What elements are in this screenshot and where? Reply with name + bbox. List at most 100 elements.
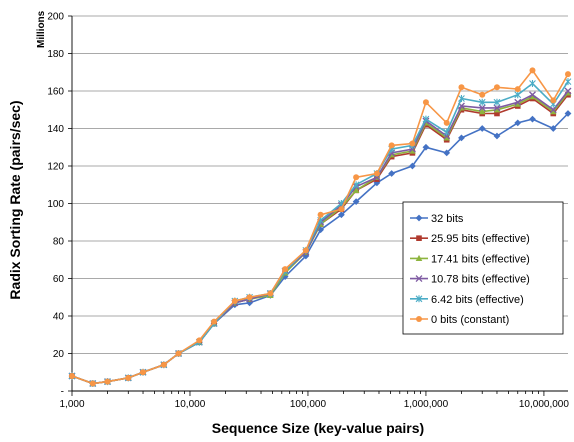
gridlines [72,15,568,354]
legend-entry: 10.78 bits (effective) [410,274,530,286]
data-point [443,149,451,157]
legend-label: 0 bits (constant) [431,314,509,326]
data-point [529,80,536,87]
data-point [493,106,501,113]
legend-label: 17.41 bits (effective) [431,253,530,265]
data-point [422,115,430,123]
data-point [458,95,465,102]
data-point [514,98,522,106]
data-point [422,99,429,106]
data-point [478,104,486,112]
data-point [494,110,500,117]
x-tick-label: 1,000,000 [404,399,449,410]
data-point [564,78,572,86]
data-point [409,147,416,154]
data-point [175,350,182,357]
data-point [514,119,522,127]
plot-area [68,67,572,387]
data-point [388,142,395,149]
data-point [493,132,501,140]
legend-swatch-marker [415,275,423,283]
y-axis-title: Radix Sorting Rate (pairs/sec) [7,100,23,299]
series-5 [69,67,571,387]
data-point [564,87,572,95]
data-point [478,125,486,132]
data-point [479,91,486,98]
y-tick-label: - [61,387,64,398]
legend-entry: 17.41 bits (effective) [410,253,530,265]
data-point [373,170,380,177]
data-point [267,290,274,297]
data-point [409,162,416,170]
legend-entry: 0 bits (constant) [410,314,509,326]
legend-label: 32 bits [431,213,464,225]
data-point [529,67,536,74]
y-tick-label: 60 [53,274,65,285]
x-tick-label: 1,000 [59,399,84,410]
y-axis-unit: Millions [36,10,47,48]
data-point [231,298,238,304]
data-point [422,143,430,151]
data-point [529,93,536,100]
x-axis-ticks: 1,000 10,000 100,000 1,000,000 10,000,000 [59,391,569,410]
legend-box [402,201,564,335]
data-point [281,273,289,281]
legend-entry: 32 bits [410,213,464,225]
data-point [317,211,324,218]
data-point [160,361,167,368]
data-point [282,266,289,273]
data-point [104,378,111,385]
data-point [388,170,396,177]
data-point [493,98,501,106]
data-point [458,134,465,142]
y-tick-label: 180 [47,49,64,60]
data-point [478,98,486,106]
data-point [564,110,572,117]
y-tick-label: 160 [47,87,64,98]
y-tick-label: 80 [53,237,65,248]
data-point [352,186,360,193]
data-point [196,337,203,344]
data-point [246,294,253,301]
data-point [337,211,345,219]
data-point [140,369,147,376]
legend-swatch-marker [415,254,423,261]
data-point [514,86,521,93]
data-point [353,174,360,181]
data-point [458,84,465,91]
data-point [549,106,557,114]
data-point [514,100,522,107]
y-tick-label: 40 [53,312,65,323]
data-point [493,84,500,91]
data-point [409,140,416,147]
legend-label: 25.95 bits (effective) [431,233,530,245]
legend-label: 6.42 bits (effective) [431,294,524,306]
legend-swatch-marker [415,295,423,303]
legend-entry: 6.42 bits (effective) [410,294,524,306]
data-point [352,198,360,206]
data-point [338,206,345,213]
data-point [302,247,309,254]
legend-swatch-marker [415,214,423,222]
data-point [443,119,450,126]
data-point [529,115,536,123]
data-point [514,91,522,99]
data-point [246,299,253,307]
data-point [211,318,218,325]
x-tick-label: 10,000,000 [519,399,569,410]
y-tick-label: 20 [53,349,65,360]
legend: 32 bits 25.95 bits (effective) 17.41 bits … [402,201,564,335]
y-tick-label: 100 [47,199,64,210]
data-point [549,125,557,132]
y-tick-label: 140 [47,124,64,135]
x-tick-label: 100,000 [290,399,327,410]
data-point [565,71,571,78]
x-axis-title: Sequence Size (key-value pairs) [212,420,424,436]
data-point [478,108,486,115]
data-point [443,134,451,141]
data-point [443,128,451,136]
y-axis-ticks: - 20 40 60 80 100 120 140 160 180 200 [47,12,72,398]
data-point [493,104,501,112]
x-tick-label: 10,000 [175,399,206,410]
